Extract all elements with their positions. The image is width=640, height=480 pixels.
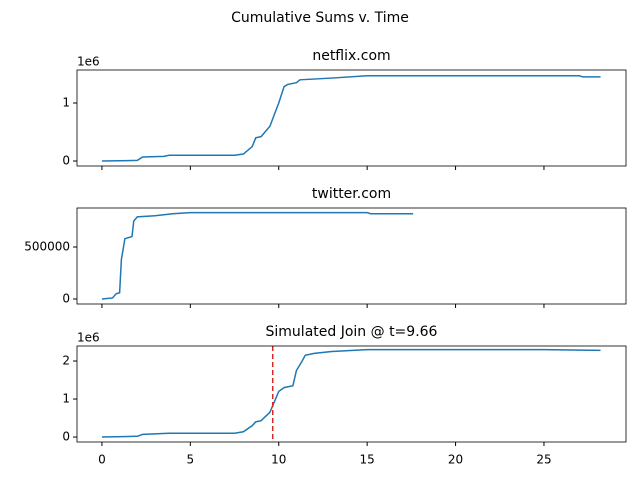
- data-line: [101, 74, 601, 162]
- y-offset-label: 1e6: [77, 331, 100, 345]
- x-tick-label: 25: [536, 453, 551, 467]
- axes-frame: [76, 69, 627, 167]
- subplot-title: Simulated Join @ t=9.66: [266, 324, 438, 340]
- y-tick-label: 2: [62, 354, 70, 368]
- x-tick-label: 10: [271, 453, 286, 467]
- data-line: [101, 211, 414, 300]
- x-tick-label: 5: [187, 453, 195, 467]
- x-tick-label: 0: [98, 453, 106, 467]
- y-tick-label: 0: [62, 154, 70, 168]
- y-tick-label: 0: [62, 430, 70, 444]
- x-tick-label: 15: [360, 453, 375, 467]
- y-offset-label: 1e6: [77, 55, 100, 69]
- y-tick-label: 1: [62, 392, 70, 406]
- y-tick-label: 1: [62, 96, 70, 110]
- axes-frame: [76, 345, 627, 443]
- y-tick-label: 0: [62, 292, 70, 306]
- y-tick-label: 500000: [24, 240, 70, 254]
- x-tick-label: 20: [448, 453, 463, 467]
- figure-title: Cumulative Sums v. Time: [231, 10, 409, 26]
- data-line: [101, 348, 601, 438]
- subplot-title: twitter.com: [312, 186, 391, 202]
- axes-frame: [76, 207, 627, 305]
- subplot-title: netflix.com: [312, 48, 390, 64]
